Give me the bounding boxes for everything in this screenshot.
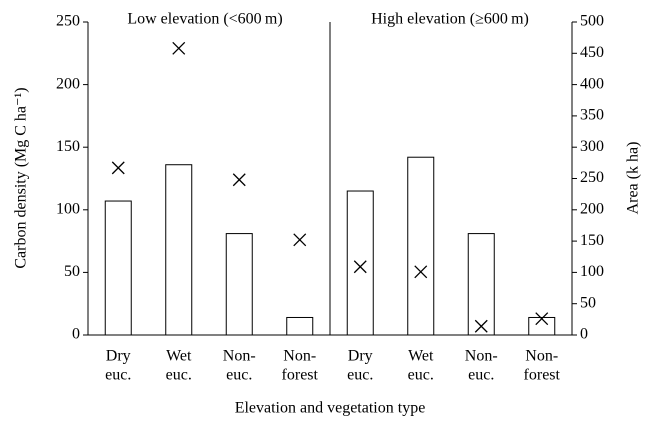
bar — [407, 156, 435, 336]
x-tick-label: euc. — [408, 367, 434, 384]
bar — [528, 316, 556, 336]
marker — [111, 161, 125, 175]
y2-tick-label: 450 — [580, 44, 604, 61]
y-tick-label: 250 — [56, 13, 80, 30]
y2-tick-label: 500 — [580, 13, 604, 30]
y2-tick-label: 0 — [580, 326, 588, 343]
y-tick-label: 150 — [56, 138, 80, 155]
y2-tick-label: 300 — [580, 138, 604, 155]
marker — [474, 319, 488, 333]
y2-tick-label: 200 — [580, 200, 604, 217]
y-tick-label: 0 — [72, 326, 80, 343]
marker — [232, 173, 246, 187]
bar — [225, 233, 253, 336]
y2-tick-label: 400 — [580, 75, 604, 92]
y2-tick-label: 100 — [580, 263, 604, 280]
y-tick-label: 50 — [64, 263, 80, 280]
y2-tick-label: 350 — [580, 107, 604, 124]
x-tick-label: Dry — [106, 348, 131, 365]
panel-label: Low elevation (<600 m) — [127, 11, 282, 28]
x-tick-label: Wet — [408, 348, 434, 365]
y2-tick-label: 50 — [580, 294, 596, 311]
x-axis-label: Elevation and vegetation type — [235, 400, 426, 417]
y2-tick-label: 150 — [580, 232, 604, 249]
x-tick-label: forest — [282, 367, 319, 384]
bar — [165, 164, 193, 336]
x-tick-label: euc. — [226, 367, 252, 384]
panel-label: High elevation (≥600 m) — [371, 11, 529, 28]
y2-axis-label: Area (k ha) — [625, 142, 642, 215]
x-tick-label: Non- — [465, 348, 498, 365]
x-tick-label: Dry — [348, 348, 373, 365]
x-tick-label: euc. — [166, 367, 192, 384]
x-tick-label: Wet — [166, 348, 192, 365]
y-axis-label: Carbon density (Mg C ha⁻¹) — [13, 87, 30, 268]
x-tick-label: Non- — [223, 348, 256, 365]
bar — [467, 233, 495, 336]
x-tick-label: euc. — [347, 367, 373, 384]
x-tick-label: Non- — [525, 348, 558, 365]
bar — [346, 190, 374, 336]
marker — [414, 265, 428, 279]
x-tick-label: euc. — [468, 367, 494, 384]
marker — [172, 41, 186, 55]
bar — [286, 316, 314, 336]
marker — [293, 233, 307, 247]
y2-tick-label: 250 — [580, 169, 604, 186]
x-tick-label: forest — [524, 367, 561, 384]
bar — [104, 200, 132, 336]
x-tick-label: euc. — [105, 367, 131, 384]
marker — [353, 260, 367, 274]
y-tick-label: 100 — [56, 200, 80, 217]
marker — [535, 312, 549, 326]
y-tick-label: 200 — [56, 75, 80, 92]
x-tick-label: Non- — [283, 348, 316, 365]
